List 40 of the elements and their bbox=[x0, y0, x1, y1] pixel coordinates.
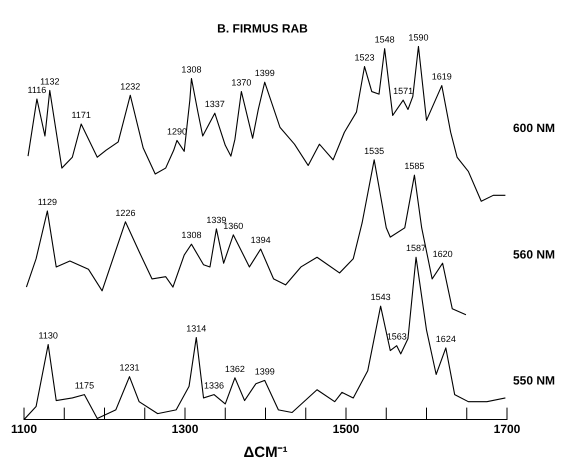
annotation: 1587 bbox=[406, 243, 426, 254]
annotation: 1548 bbox=[374, 34, 395, 45]
annotation: 1585 bbox=[404, 161, 424, 172]
x-tick-label: 1700 bbox=[494, 422, 521, 436]
text: 560 NM bbox=[513, 248, 556, 262]
annotation: 1590 bbox=[408, 32, 428, 42]
annotation: 1535 bbox=[364, 146, 384, 156]
annotation: 1337 bbox=[204, 99, 225, 110]
annotation: 1308 bbox=[181, 64, 202, 74]
annotation: 1563 bbox=[386, 332, 407, 342]
annotation: 1624 bbox=[436, 334, 456, 344]
annotation: 1370 bbox=[231, 78, 252, 88]
x-tick-label: 1500 bbox=[332, 422, 360, 436]
chart-title: B. FIRMUS RAB bbox=[217, 22, 308, 36]
x-tick-label: 1300 bbox=[172, 422, 199, 436]
text: 600 NM bbox=[513, 121, 556, 136]
annotation: 1523 bbox=[354, 52, 375, 63]
annotation: 1132 bbox=[40, 76, 60, 86]
annotation: 1336 bbox=[204, 380, 224, 391]
series-label: 550 NM bbox=[513, 374, 556, 388]
annotation: 1308 bbox=[181, 230, 202, 240]
annotation: 1231 bbox=[119, 362, 140, 373]
annotation: 1175 bbox=[74, 380, 94, 391]
annotation: 1116 bbox=[28, 85, 46, 96]
annotation: 1399 bbox=[254, 68, 275, 78]
annotation: 1362 bbox=[224, 364, 245, 374]
annotation: 1314 bbox=[186, 323, 206, 334]
annotation: 1130 bbox=[38, 330, 58, 341]
annotation: 1171 bbox=[71, 110, 91, 120]
annotation: 1620 bbox=[432, 249, 453, 260]
annotation: 1129 bbox=[38, 196, 58, 207]
x-tick-label: 1100 bbox=[10, 422, 38, 436]
annotation: 1394 bbox=[250, 235, 271, 246]
x-axis-title: ΔCM⁻¹ bbox=[243, 444, 288, 462]
annotation: 1543 bbox=[370, 292, 391, 302]
annotation: 1571 bbox=[393, 86, 414, 96]
annotation: 1399 bbox=[254, 366, 275, 376]
annotation: 1619 bbox=[432, 72, 452, 82]
annotation: 1232 bbox=[120, 81, 140, 92]
annotation: 1226 bbox=[115, 208, 136, 218]
